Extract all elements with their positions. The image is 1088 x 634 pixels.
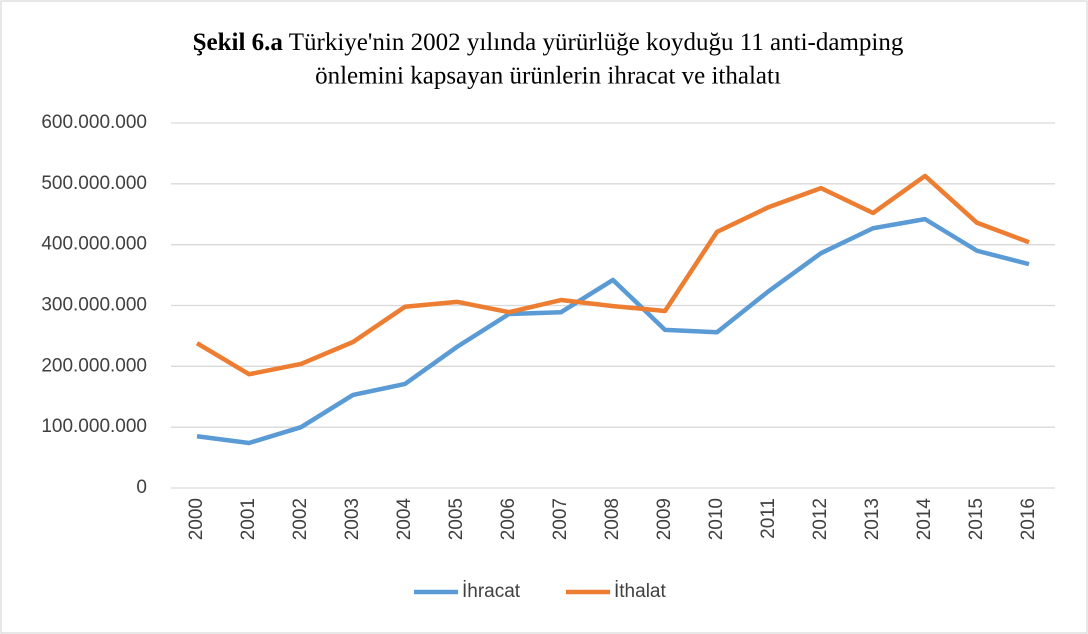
x-tick-label: 2002 [290, 498, 311, 540]
x-tick-label: 2003 [342, 498, 363, 540]
chart-title-line: önlemini kapsayan ürünlerin ihracat ve i… [315, 63, 781, 90]
x-tick-label: 2015 [966, 498, 987, 540]
y-tick-label: 200.000.000 [41, 355, 147, 376]
title-line: Türkiye'nin 2002 yılında yürürlüğe koydu… [289, 29, 904, 56]
y-tick-label: 500.000.000 [41, 173, 147, 194]
legend-label: İthalat [614, 581, 666, 602]
x-tick-label: 2016 [1018, 498, 1039, 540]
y-tick-label: 100.000.000 [41, 416, 147, 437]
x-tick-label: 2007 [550, 498, 571, 540]
x-tick-label: 2008 [602, 498, 623, 540]
x-tick-label: 2004 [394, 498, 415, 541]
y-tick-label: 400.000.000 [41, 234, 147, 255]
x-tick-label: 2005 [446, 498, 467, 540]
x-tick-label: 2013 [862, 498, 883, 540]
legend-label: İhracat [462, 581, 521, 602]
x-tick-label: 2001 [238, 498, 259, 540]
x-tick-label: 2010 [706, 498, 727, 540]
data-line [195, 173, 1030, 377]
x-tick-label: 2006 [498, 498, 519, 540]
x-tick-label: 2011 [758, 498, 779, 539]
x-tick-label: 2014 [914, 498, 935, 541]
y-tick-label: 600.000.000 [41, 112, 147, 133]
y-tick-label: 0 [136, 477, 147, 498]
x-tick-label: 2000 [186, 498, 207, 540]
data-line [196, 216, 1030, 446]
x-tick-label: 2012 [810, 498, 831, 540]
title-prefix: Şekil 6.a [193, 29, 284, 56]
y-tick-label: 300.000.000 [41, 295, 147, 316]
chart-title: Şekil 6.a Türkiye'nin 2002 yılında yürür… [193, 29, 904, 56]
x-tick-label: 2009 [654, 498, 675, 540]
